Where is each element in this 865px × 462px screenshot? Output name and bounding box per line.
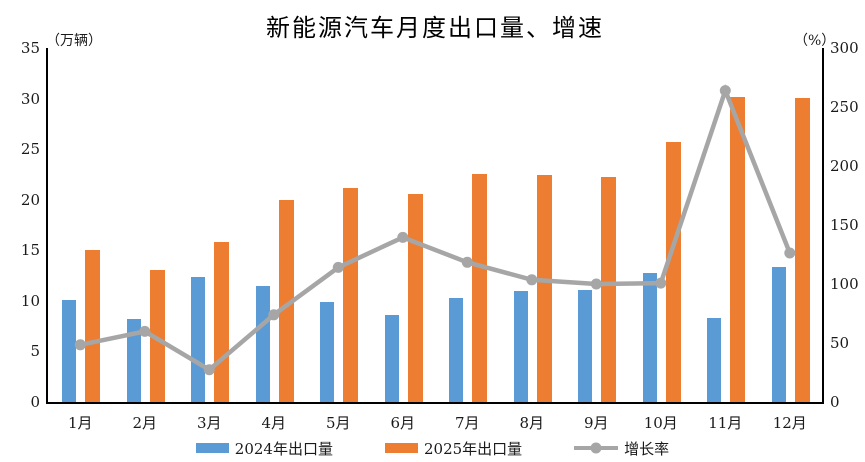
- growth-point-m6: [397, 231, 409, 243]
- x-axis-line: [46, 402, 824, 404]
- x-label-m12: 12月: [772, 414, 807, 432]
- bar-2024-m10: [642, 272, 657, 402]
- bar-2025-m4: [278, 199, 294, 402]
- bar-2024-m1: [62, 299, 77, 402]
- y-right-tick-200: 200: [830, 157, 859, 175]
- y-right-tick-100: 100: [830, 275, 859, 293]
- bar-2025-m9: [601, 177, 617, 402]
- legend-label-2025: 2025年出口量: [423, 439, 523, 458]
- growth-point-m10: [655, 277, 667, 289]
- x-label-m5: 5月: [325, 414, 351, 432]
- y-left-tick-30: 30: [20, 89, 40, 108]
- bar-2024-m2: [126, 319, 141, 402]
- legend-label-growth-rate: 增长率: [624, 439, 670, 458]
- y-left-tick-0: 0: [30, 393, 40, 411]
- bar-2024-m6: [384, 315, 399, 402]
- growth-point-m2: [139, 325, 151, 337]
- x-label-m11: 11月: [708, 414, 743, 432]
- x-label-m2: 2月: [132, 414, 158, 432]
- left-axis-unit-label: （万辆）: [46, 33, 102, 49]
- legend-line-marker-icon: [574, 442, 619, 454]
- growth-point-m5: [332, 261, 344, 273]
- bar-2024-m12: [771, 267, 786, 402]
- growth-point-m11: [719, 85, 731, 97]
- x-label-m7: 7月: [454, 414, 480, 432]
- growth-rate-line: [74, 84, 796, 376]
- bar-2025-m7: [472, 174, 488, 402]
- x-label-m3: 3月: [196, 414, 222, 432]
- plot-area: [48, 48, 822, 402]
- bar-2024-m8: [513, 290, 528, 402]
- legend-label-2024: 2024年出口量: [234, 439, 333, 458]
- growth-rate-polyline: [79, 84, 792, 373]
- x-label-m4: 4月: [261, 414, 287, 432]
- bar-2024-m7: [449, 297, 464, 402]
- y-left-tick-35: 35: [20, 39, 40, 57]
- growth-point-m12: [784, 247, 796, 259]
- y-left-tick-15: 15: [20, 241, 40, 260]
- chart-title: 新能源汽车月度出口量、增速: [266, 14, 604, 42]
- bar-2024-m9: [578, 289, 593, 402]
- x-label-m9: 9月: [583, 414, 609, 432]
- legend-item-2025: 2025年出口量: [384, 438, 523, 459]
- growth-point-m8: [526, 274, 538, 286]
- legend: 2024年出口量 2025年出口量 增长率: [0, 437, 865, 459]
- bar-2025-m8: [536, 175, 552, 402]
- legend-swatch-2024: [195, 443, 229, 453]
- bar-2025-m1: [85, 250, 101, 402]
- legend-item-2024: 2024年出口量: [195, 438, 333, 459]
- growth-point-m4: [268, 309, 280, 321]
- growth-point-m3: [203, 364, 215, 376]
- y-right-tick-0: 0: [830, 393, 840, 411]
- left-axis-line: [46, 48, 48, 404]
- x-label-m10: 10月: [643, 414, 678, 432]
- growth-point-m1: [74, 339, 86, 351]
- bar-2025-m5: [343, 187, 359, 402]
- y-right-tick-300: 300: [830, 39, 859, 57]
- y-right-tick-150: 150: [830, 216, 859, 234]
- bar-2025-m10: [665, 142, 681, 402]
- growth-point-m9: [590, 278, 602, 290]
- bar-2024-m3: [191, 276, 206, 402]
- y-right-tick-50: 50: [830, 334, 850, 352]
- y-left-tick-20: 20: [20, 190, 40, 209]
- y-left-tick-25: 25: [20, 140, 40, 159]
- bar-2024-m11: [707, 318, 722, 402]
- legend-item-growth-rate: 增长率: [574, 438, 669, 459]
- y-left-tick-5: 5: [30, 342, 40, 361]
- bar-2024-m4: [255, 285, 270, 402]
- bar-2025-m11: [730, 96, 746, 402]
- x-label-m8: 8月: [519, 414, 545, 432]
- x-label-m1: 1月: [67, 414, 93, 432]
- x-label-m6: 6月: [390, 414, 416, 432]
- legend-swatch-2025: [384, 443, 418, 453]
- right-axis-unit-label: （%）: [794, 33, 836, 49]
- y-left-tick-10: 10: [20, 291, 40, 310]
- right-axis-line: [822, 48, 824, 404]
- growth-point-m7: [461, 256, 473, 268]
- y-right-tick-250: 250: [830, 98, 859, 116]
- bar-2025-m12: [794, 97, 810, 402]
- bar-2024-m5: [320, 301, 335, 402]
- bar-2025-m2: [149, 269, 165, 402]
